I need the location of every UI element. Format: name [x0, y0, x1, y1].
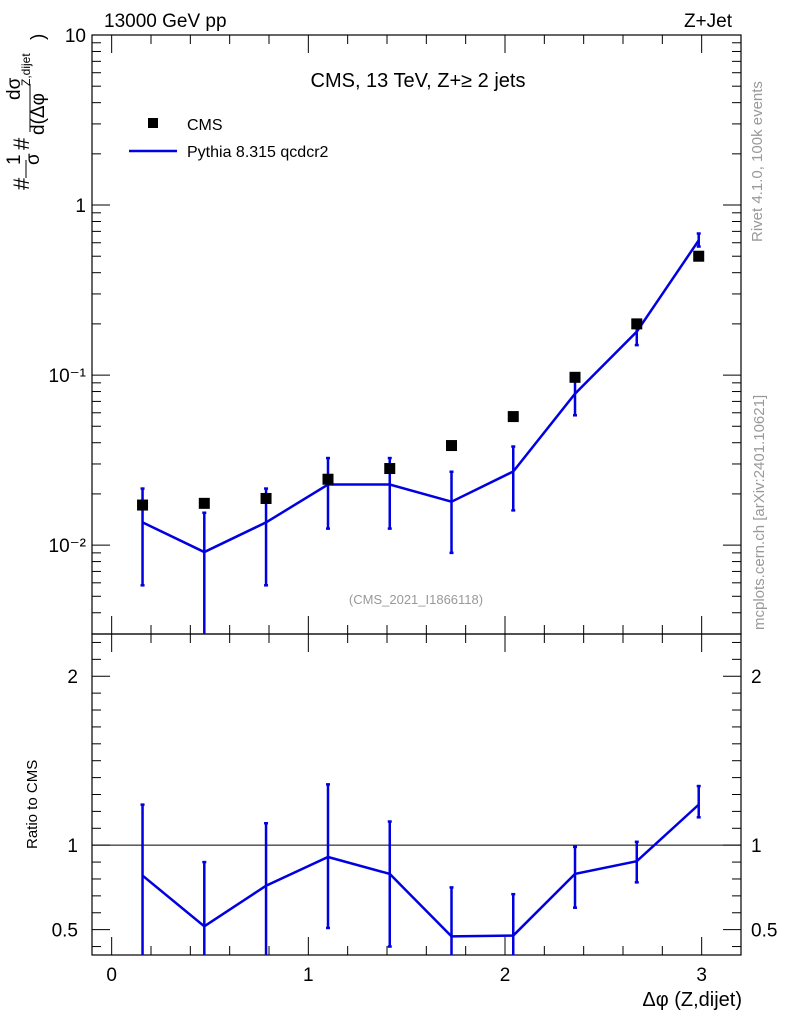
- legend-label-cms: CMS: [187, 117, 223, 134]
- ratio-series-line: [141, 803, 700, 938]
- svg-text:#: #: [9, 177, 34, 190]
- ratio-y-tick-label-left: 0.5: [52, 921, 78, 942]
- svg-text:d(Δφ: d(Δφ: [28, 93, 49, 135]
- analysis-watermark: (CMS_2021_I1866118): [349, 592, 483, 607]
- ratio-y-tick-label-right: 0.5: [751, 921, 777, 942]
- main-y-tick-label: 10: [65, 26, 86, 47]
- cms-data-point: [384, 463, 396, 475]
- cms-data-point: [631, 318, 643, 330]
- svg-text:Z,dijet: Z,dijet: [19, 53, 33, 86]
- mcplots-label: mcplots.cern.ch [arXiv:2401.10621]: [751, 395, 768, 630]
- ratio-y-tick-label-right: 1: [751, 836, 762, 857]
- ratio-plot-frame: [91, 633, 742, 956]
- cms-data-point: [693, 250, 705, 262]
- svg-text:σ: σ: [23, 153, 44, 165]
- ratio-y-axis-label: Ratio to CMS: [24, 760, 41, 849]
- svg-text:1: 1: [4, 154, 25, 165]
- header-left-title: 13000 GeV pp: [104, 11, 227, 32]
- main-y-tick-label: 10⁻²: [49, 536, 87, 557]
- ratio-y-tick-label-left: 1: [67, 836, 78, 857]
- ratio-y-tick-label-right: 2: [751, 667, 762, 688]
- legend: CMS Pythia 8.315 qcdcr2: [129, 117, 329, 161]
- svg-text:dσ: dσ: [4, 77, 25, 100]
- cms-data-point: [260, 492, 272, 504]
- cms-data-point: [137, 499, 149, 511]
- x-axis-label: Δφ (Z,dijet): [642, 989, 742, 1011]
- svg-text:): ): [28, 34, 49, 40]
- legend-label-mc: Pythia 8.315 qcdcr2: [187, 144, 329, 161]
- x-tick-label: 3: [696, 965, 707, 986]
- x-tick-label: 2: [500, 965, 511, 986]
- x-tick-label: 1: [303, 965, 314, 986]
- cms-data-point: [446, 440, 458, 452]
- ratio-y-tick-label-left: 2: [67, 667, 78, 688]
- header-right-title: Z+Jet: [684, 11, 733, 32]
- chart-title: CMS, 13 TeV, Z+≥ 2 jets: [311, 70, 526, 92]
- legend-marker-cms: [148, 118, 158, 128]
- rivet-label: Rivet 4.1.0, 100k events: [749, 81, 766, 242]
- main-y-tick-label: 10⁻¹: [49, 366, 87, 387]
- x-tick-label: 0: [106, 965, 117, 986]
- cms-data-point: [322, 473, 334, 485]
- cms-data-point: [569, 371, 581, 383]
- svg-text:#: #: [9, 137, 34, 150]
- mc-series-line: [142, 239, 700, 554]
- main-y-axis-label: # 1 σ # dσ d(Δφ Z,dijet ): [4, 34, 49, 190]
- cms-data-point: [507, 411, 519, 423]
- main-y-tick-label: 1: [75, 196, 86, 217]
- cms-data-point: [198, 497, 210, 509]
